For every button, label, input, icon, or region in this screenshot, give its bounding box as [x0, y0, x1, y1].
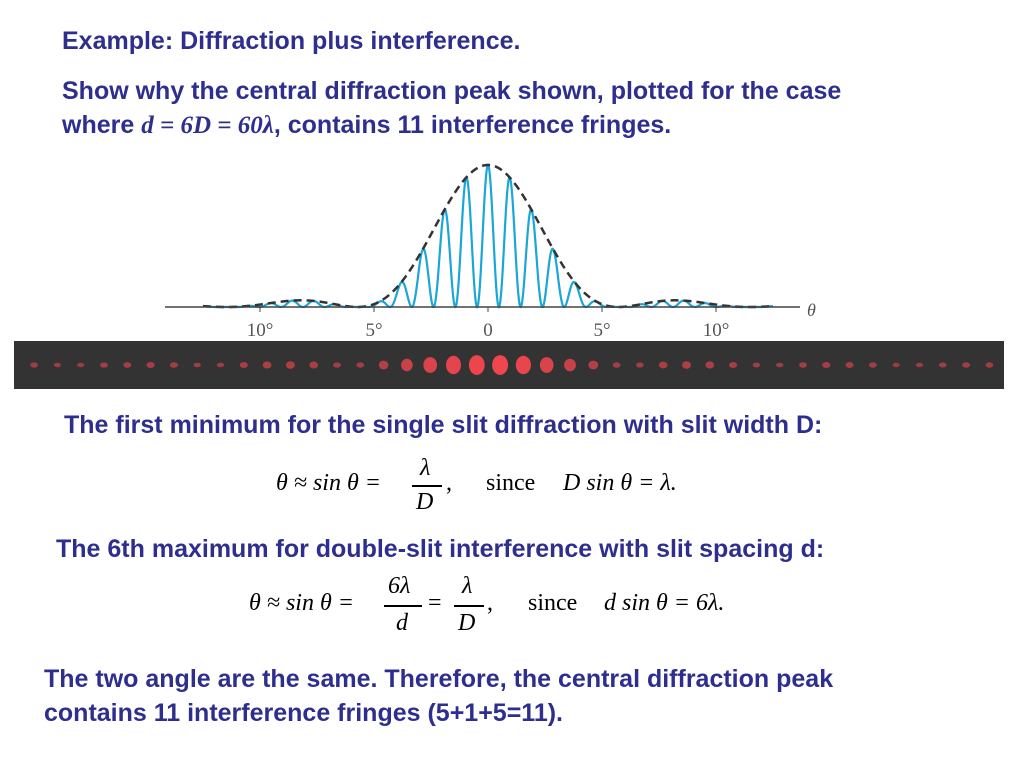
- fringe-spots: [30, 355, 994, 375]
- conclusion: The two angle are the same. Therefore, t…: [44, 662, 974, 730]
- single-slit-heading: The first minimum for the single slit di…: [64, 411, 823, 439]
- fringe-spot: [939, 362, 947, 368]
- eq1-since: since: [486, 470, 536, 496]
- diffraction-envelope-curve: [202, 163, 774, 309]
- fringe-spot: [446, 355, 461, 375]
- fringe-spot: [845, 362, 854, 368]
- fringe-spot: [146, 362, 155, 368]
- eq1-fraction-bar: [412, 485, 442, 487]
- theta-axis-symbol: θ: [807, 300, 816, 320]
- slide-title: Example: Diffraction plus interference.: [62, 27, 521, 55]
- conclusion-line-2: contains 11 interference fringes (5+1+5=…: [44, 699, 564, 727]
- eq2-comma: ,: [487, 590, 493, 616]
- fringe-spot: [309, 361, 319, 369]
- fringe-spot: [216, 362, 225, 368]
- fringe-spot: [515, 355, 531, 375]
- fringe-spot: [423, 357, 438, 373]
- fringe-spot: [752, 362, 761, 368]
- fringe-spot: [193, 362, 201, 368]
- eq2-fraction-bar-1: [384, 605, 422, 607]
- fringe-spot: [564, 358, 576, 372]
- fringe-spot: [492, 355, 509, 375]
- problem-math: d = 6D = 60λ: [141, 112, 274, 139]
- axis-tick-label: 0: [483, 320, 493, 341]
- fringe-spot: [262, 361, 272, 369]
- eq2-since: since: [528, 590, 578, 616]
- conclusion-line-1: The two angle are the same. Therefore, t…: [44, 665, 834, 693]
- fringe-spot: [915, 362, 924, 368]
- problem-statement: Show why the central diffraction peak sh…: [62, 74, 982, 143]
- axis-tick-label: 5°: [593, 320, 610, 341]
- eq2-lhs: θ ≈ sin θ =: [249, 590, 354, 616]
- fringe-spot: [539, 357, 554, 373]
- eq2-equals: =: [428, 590, 442, 616]
- eq2-rhs: d sin θ = 6λ.: [604, 590, 725, 616]
- fringe-spot: [401, 358, 413, 372]
- fringe-spot: [239, 362, 248, 368]
- fringe-spot: [612, 362, 621, 368]
- fringe-intensity-curve: [202, 163, 774, 309]
- problem-line-1: Show why the central diffraction peak sh…: [62, 77, 842, 105]
- eq1-lhs: θ ≈ sin θ =: [276, 470, 381, 496]
- problem-line-2-suffix: , contains 11 interference fringes.: [273, 111, 672, 139]
- axis-tick-label: 10°: [247, 320, 274, 341]
- fringe-spot: [77, 362, 85, 368]
- axis-ticks: [259, 307, 717, 312]
- fringe-spot: [588, 360, 599, 370]
- fringe-spot: [285, 361, 295, 369]
- fringe-spot: [962, 362, 970, 368]
- fringe-spot: [468, 355, 485, 375]
- eq2-denominator-2: D: [458, 610, 476, 636]
- fringe-spot: [636, 362, 644, 368]
- eq2-denominator-1: d: [396, 610, 408, 636]
- eq1-rhs: D sin θ = λ.: [563, 470, 677, 496]
- fringe-spot: [822, 362, 831, 368]
- axis-tick-label: 10°: [703, 320, 730, 341]
- fringe-spot: [333, 362, 341, 368]
- fringe-spot: [729, 362, 738, 368]
- fringe-spot: [776, 362, 784, 368]
- double-slit-heading: The 6th maximum for double-slit interfer…: [56, 535, 825, 563]
- double-slit-equation: θ ≈ sin θ = 6λ d = λ D , since d sin θ =…: [0, 573, 1024, 637]
- eq1-denominator: D: [416, 489, 434, 515]
- fringe-spot: [123, 362, 132, 368]
- fringe-spot: [30, 362, 38, 368]
- fringe-spot: [682, 361, 691, 369]
- fringe-spot: [658, 361, 668, 369]
- fringe-spot: [378, 360, 389, 370]
- fringe-photograph-band: [14, 341, 1004, 389]
- eq2-numerator-1: 6λ: [388, 573, 411, 599]
- eq2-fraction-bar-2: [454, 605, 484, 607]
- fringe-spot: [892, 362, 900, 368]
- fringe-spot: [53, 362, 62, 368]
- interference-fringes: [202, 163, 774, 309]
- fringe-spot: [169, 362, 178, 368]
- axis-tick-labels: 10° 5° 0 5° 10°: [247, 320, 730, 341]
- fringe-spot: [356, 362, 365, 368]
- fringe-spot: [100, 362, 108, 368]
- fringe-spot: [869, 362, 877, 368]
- eq1-comma: ,: [446, 470, 452, 496]
- eq1-numerator: λ: [420, 455, 431, 481]
- diffraction-pattern-plot: 10° 5° 0 5° 10° θ: [165, 163, 816, 341]
- fringe-spot: [705, 361, 715, 369]
- fringe-spot: [985, 362, 994, 368]
- fringe-spot: [799, 362, 807, 368]
- single-slit-equation: θ ≈ sin θ = λ D , since D sin θ = λ.: [0, 455, 1024, 515]
- problem-line-2-prefix: where: [62, 111, 142, 139]
- axis-tick-label: 5°: [365, 320, 382, 341]
- eq2-numerator-2: λ: [462, 573, 473, 599]
